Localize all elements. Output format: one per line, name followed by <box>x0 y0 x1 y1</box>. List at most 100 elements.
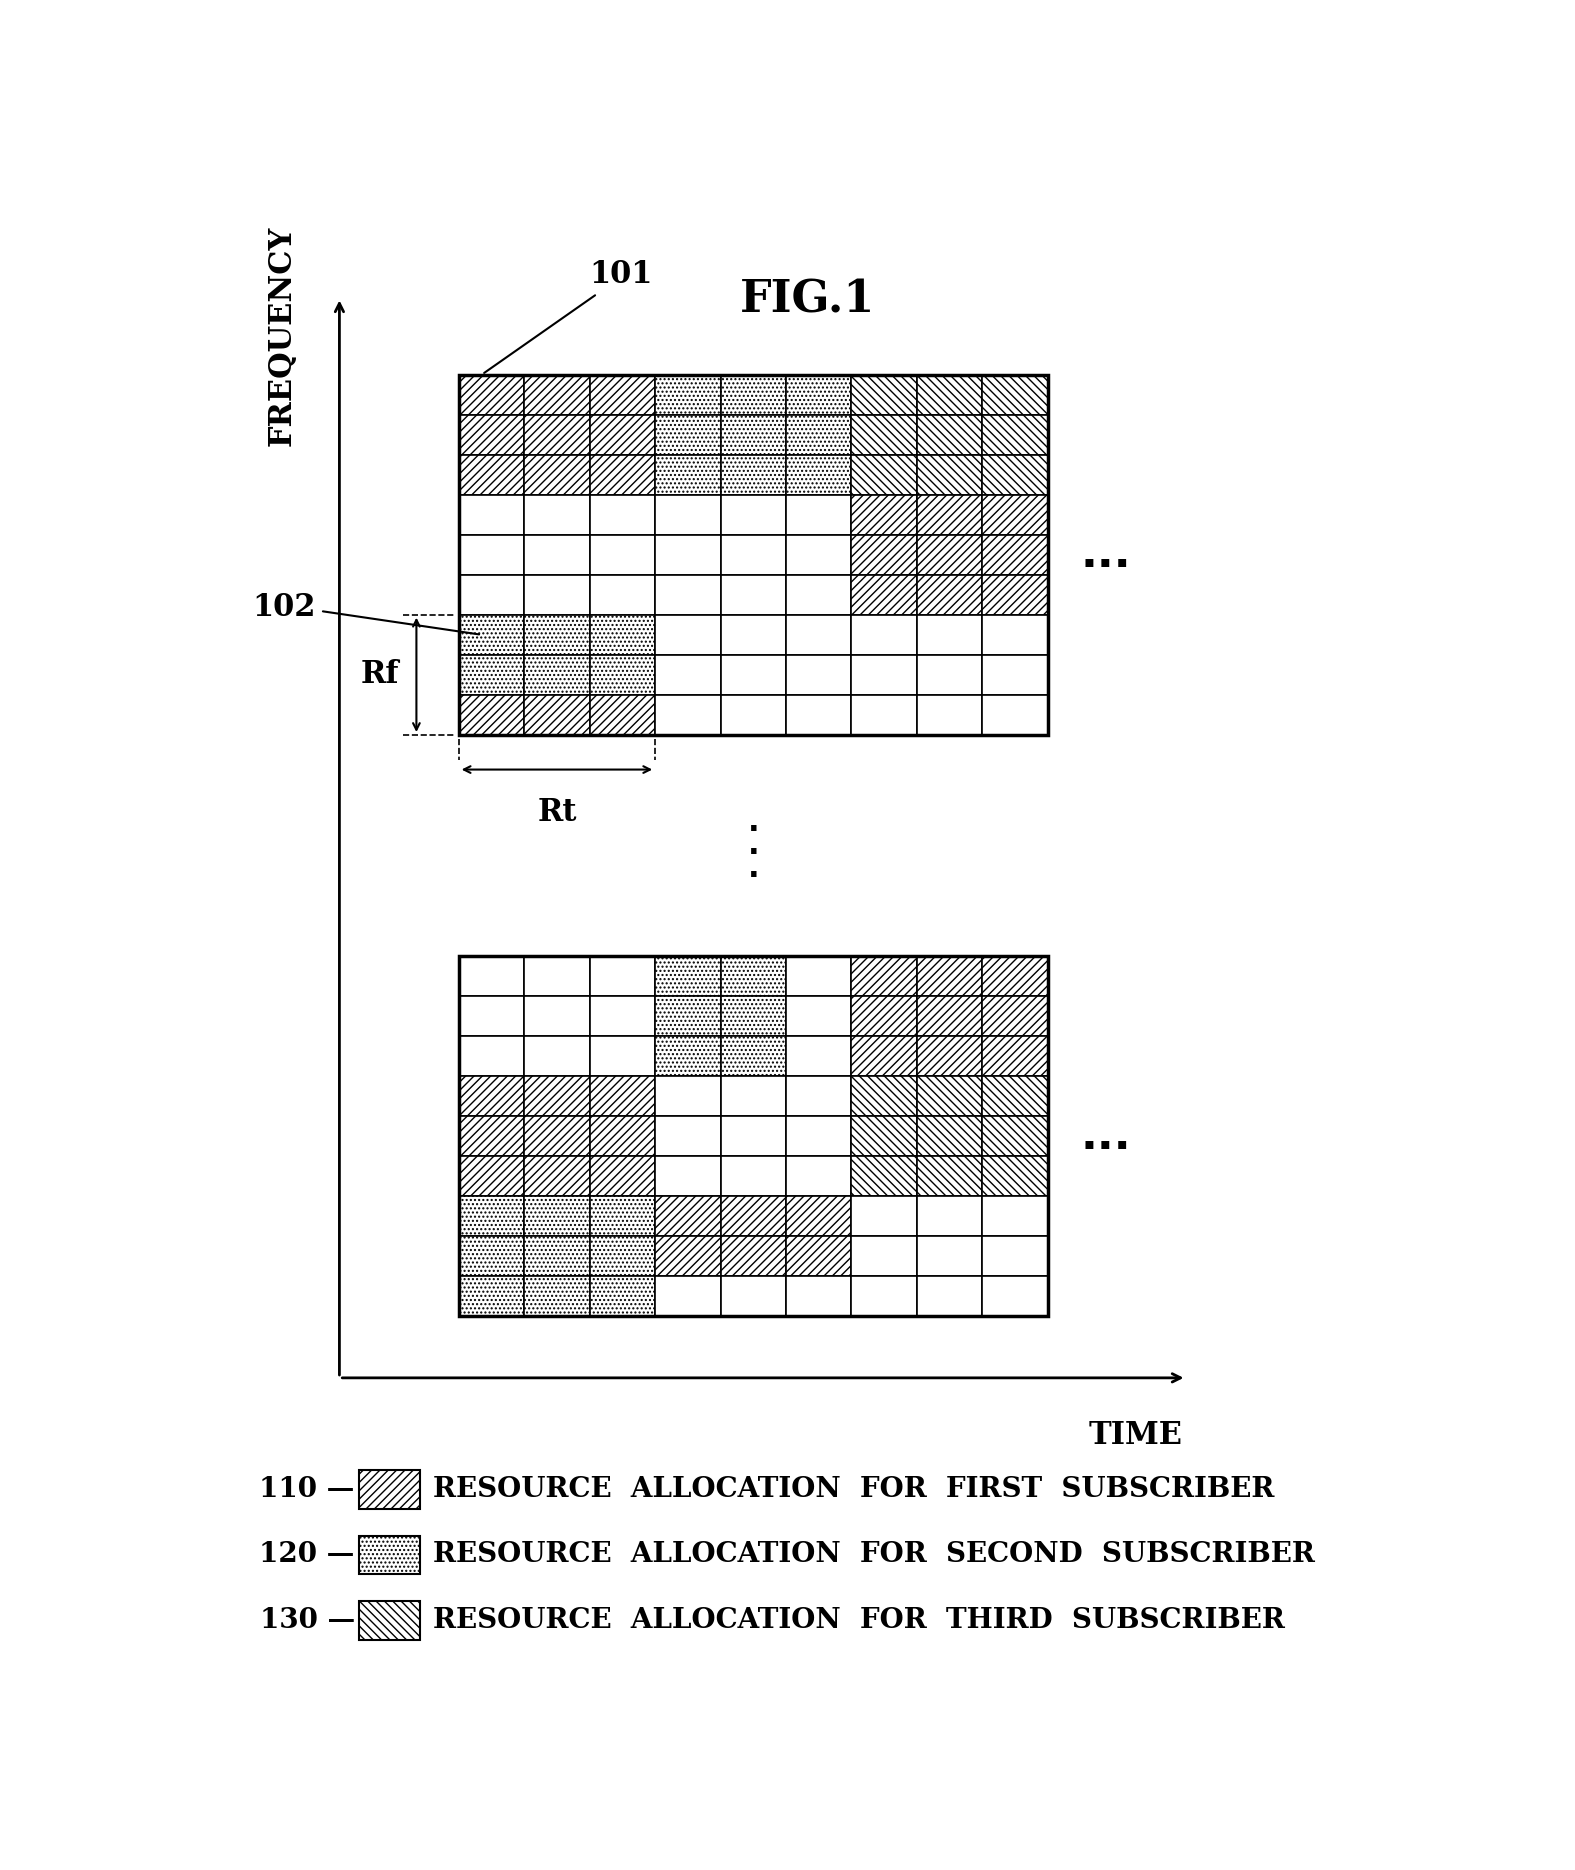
Bar <box>721 374 786 415</box>
Bar <box>786 956 852 997</box>
Bar <box>721 574 786 615</box>
Bar <box>786 654 852 696</box>
Bar <box>458 454 524 496</box>
Bar <box>786 1075 852 1116</box>
Bar <box>524 415 589 454</box>
Bar <box>983 696 1047 735</box>
Bar <box>786 374 852 415</box>
Bar <box>524 1036 589 1075</box>
Bar <box>524 1197 589 1236</box>
Bar <box>655 1116 721 1156</box>
Bar <box>786 496 852 535</box>
Bar <box>917 1156 983 1197</box>
Text: Rf: Rf <box>361 660 398 690</box>
Bar <box>458 1156 524 1197</box>
Bar <box>917 615 983 654</box>
Bar <box>655 615 721 654</box>
Bar <box>589 1156 655 1197</box>
Text: 120 —: 120 — <box>260 1541 354 1569</box>
Bar <box>589 374 655 415</box>
Bar <box>721 615 786 654</box>
Bar <box>917 997 983 1036</box>
Bar <box>852 1236 917 1275</box>
Text: Rt: Rt <box>537 797 576 828</box>
Bar <box>983 415 1047 454</box>
Bar <box>917 1236 983 1275</box>
Bar <box>721 654 786 696</box>
Bar <box>655 574 721 615</box>
Bar <box>655 696 721 735</box>
Bar <box>852 615 917 654</box>
Bar <box>589 1236 655 1275</box>
Bar <box>655 454 721 496</box>
Bar <box>589 574 655 615</box>
Bar <box>524 615 589 654</box>
Bar <box>524 997 589 1036</box>
Bar <box>852 956 917 997</box>
Bar <box>983 1116 1047 1156</box>
Bar <box>589 1075 655 1116</box>
Bar <box>983 654 1047 696</box>
Bar <box>721 1197 786 1236</box>
Text: ...: ... <box>1080 1115 1131 1158</box>
Bar <box>589 454 655 496</box>
Bar <box>655 1275 721 1316</box>
Bar <box>983 1197 1047 1236</box>
Bar <box>786 574 852 615</box>
Bar <box>458 535 524 574</box>
Bar <box>786 696 852 735</box>
Bar <box>852 1116 917 1156</box>
Bar <box>852 415 917 454</box>
Bar <box>589 535 655 574</box>
Bar <box>655 997 721 1036</box>
Text: 102: 102 <box>254 591 317 623</box>
Text: .: . <box>748 855 759 883</box>
Bar <box>589 496 655 535</box>
Bar <box>852 1036 917 1075</box>
Bar <box>786 454 852 496</box>
Bar <box>786 997 852 1036</box>
Bar <box>524 654 589 696</box>
Text: RESOURCE  ALLOCATION  FOR  THIRD  SUBSCRIBER: RESOURCE ALLOCATION FOR THIRD SUBSCRIBER <box>433 1606 1285 1634</box>
Text: 101: 101 <box>589 258 654 290</box>
Bar <box>917 574 983 615</box>
Bar <box>655 496 721 535</box>
Bar <box>721 1156 786 1197</box>
Bar <box>983 615 1047 654</box>
Bar <box>786 535 852 574</box>
Bar <box>917 956 983 997</box>
Bar <box>786 615 852 654</box>
Bar <box>852 654 917 696</box>
Bar <box>589 696 655 735</box>
Bar <box>458 574 524 615</box>
Bar <box>852 454 917 496</box>
Bar <box>458 696 524 735</box>
Bar <box>524 1275 589 1316</box>
Bar <box>983 956 1047 997</box>
Bar <box>589 654 655 696</box>
Bar <box>917 1075 983 1116</box>
Bar <box>786 1275 852 1316</box>
Bar <box>458 956 524 997</box>
Bar <box>983 496 1047 535</box>
Bar <box>721 956 786 997</box>
Bar <box>359 1535 421 1575</box>
Bar <box>983 1275 1047 1316</box>
Bar <box>983 1036 1047 1075</box>
Bar <box>917 415 983 454</box>
Bar <box>721 997 786 1036</box>
Bar <box>983 574 1047 615</box>
Bar <box>359 1601 421 1640</box>
Text: RESOURCE  ALLOCATION  FOR  FIRST  SUBSCRIBER: RESOURCE ALLOCATION FOR FIRST SUBSCRIBER <box>433 1475 1274 1503</box>
Bar <box>917 654 983 696</box>
Bar <box>852 1197 917 1236</box>
Bar <box>917 496 983 535</box>
Bar <box>917 535 983 574</box>
Bar <box>721 496 786 535</box>
Bar <box>983 535 1047 574</box>
Bar <box>983 1236 1047 1275</box>
Bar <box>524 535 589 574</box>
Text: 110 —: 110 — <box>260 1475 354 1503</box>
Bar <box>852 997 917 1036</box>
Bar <box>458 956 1047 1316</box>
